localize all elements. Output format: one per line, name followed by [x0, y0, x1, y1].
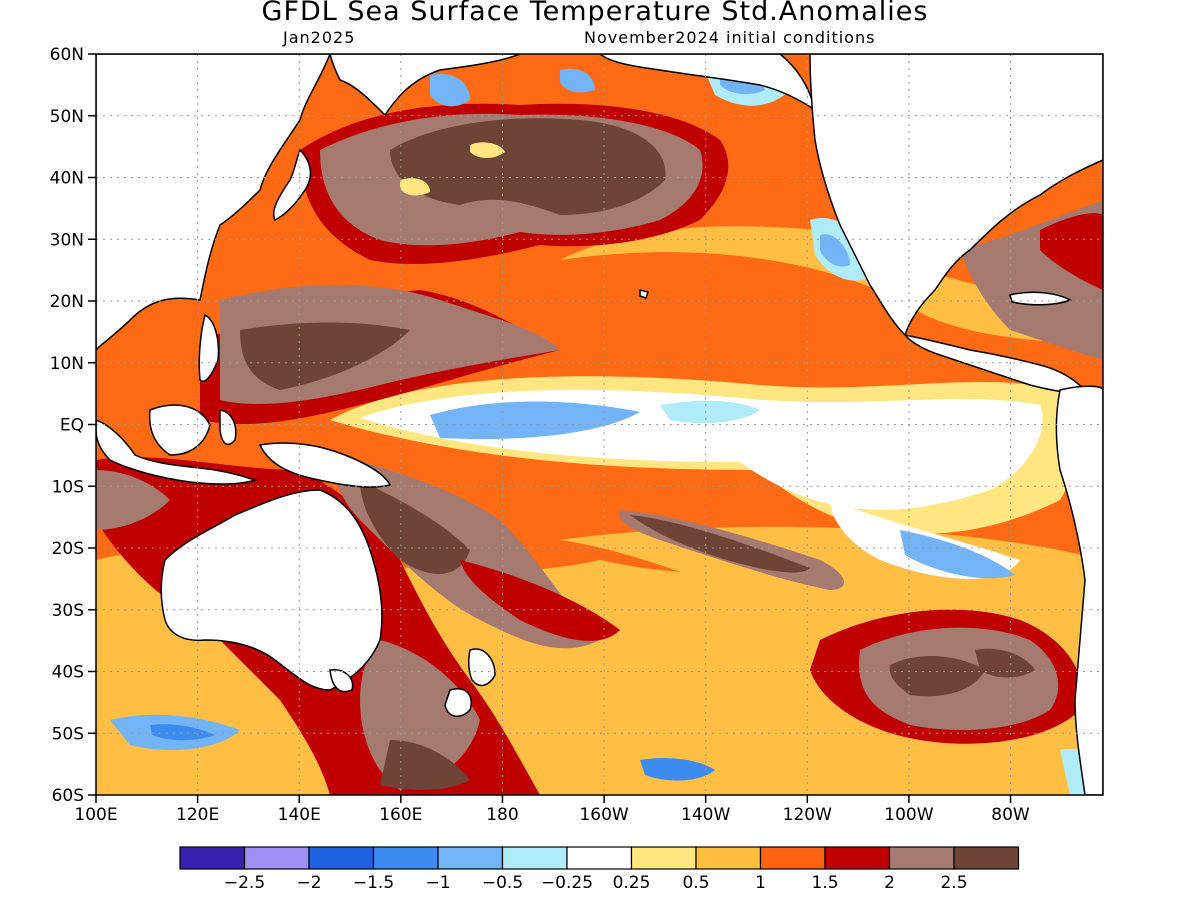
colorbar-swatch	[695, 846, 762, 870]
lat-tick-label: 50S	[52, 724, 84, 744]
land-masses	[96, 54, 1103, 795]
lat-tick-label: 20S	[52, 539, 84, 559]
colorbar-label: 2.5	[940, 873, 967, 893]
lon-tick-label: 160W	[579, 805, 628, 825]
lon-tick-label: 100E	[74, 805, 117, 825]
colorbar-swatch	[759, 846, 826, 870]
lon-tick-label: 120W	[783, 805, 832, 825]
colorbar-swatch	[243, 846, 310, 870]
colorbar-swatch	[566, 846, 633, 870]
colorbar-label: 2	[884, 873, 895, 893]
lat-tick-label: 10S	[52, 477, 84, 497]
lon-tick-label: 100W	[884, 805, 933, 825]
lat-tick-label: 20N	[50, 292, 84, 312]
colorbar-swatch	[372, 846, 439, 870]
lat-tick-label: 30S	[52, 601, 84, 621]
lon-tick-label: 140E	[278, 805, 321, 825]
colorbar-label: −0.5	[482, 873, 523, 893]
lat-tick-label: 40N	[50, 169, 84, 189]
colorbar-label: −2	[296, 873, 321, 893]
anomaly-field	[96, 54, 1103, 795]
colorbar-swatch	[630, 846, 697, 870]
colorbar-label: 1	[755, 873, 766, 893]
colorbar-swatch	[179, 846, 246, 870]
initial-conditions: November2024 initial conditions	[584, 28, 876, 47]
lat-tick-label: 30N	[50, 230, 84, 250]
lat-tick-label: 60N	[50, 45, 84, 65]
map-title: GFDL Sea Surface Temperature Std.Anomali…	[261, 0, 929, 27]
lat-tick-label: 60S	[52, 786, 84, 806]
lat-tick-label: 10N	[50, 354, 84, 374]
latitude-axis: 60N 50N 40N 30N 20N 10N EQ 10S 20S 30S 40S 50S 60S	[50, 45, 96, 806]
colorbar-label: −2.5	[224, 873, 265, 893]
colorbar: −2.5 −2 −1.5 −1 −0.5 −0.25 0.25 0.5 1 1.5 2 2.5	[179, 846, 1020, 893]
colorbar-swatch	[437, 846, 504, 870]
longitude-axis: 100E 120E 140E 160E 180 160W 140W 120W 100W 80W	[74, 795, 1030, 825]
colorbar-label: 0.25	[613, 873, 651, 893]
lat-tick-label: 40S	[52, 663, 84, 683]
colorbar-swatch	[888, 846, 955, 870]
lon-tick-label: 180	[486, 805, 518, 825]
colorbar-swatch	[501, 846, 568, 870]
map-gridlines	[96, 54, 1103, 795]
colorbar-label: 1.5	[811, 873, 838, 893]
lon-tick-label: 160E	[379, 805, 422, 825]
colorbar-swatch	[308, 846, 375, 870]
lat-tick-label: EQ	[60, 416, 84, 436]
colorbar-label: 0.5	[682, 873, 709, 893]
colorbar-label: −0.25	[541, 873, 593, 893]
colorbar-label: −1.5	[353, 873, 394, 893]
lon-tick-label: 120E	[176, 805, 219, 825]
lon-tick-label: 140W	[681, 805, 730, 825]
lon-tick-label: 80W	[991, 805, 1030, 825]
colorbar-label: −1	[425, 873, 450, 893]
lat-tick-label: 50N	[50, 107, 84, 127]
forecast-month: Jan2025	[283, 28, 356, 47]
colorbar-swatch	[953, 846, 1020, 870]
colorbar-swatch	[824, 846, 891, 870]
